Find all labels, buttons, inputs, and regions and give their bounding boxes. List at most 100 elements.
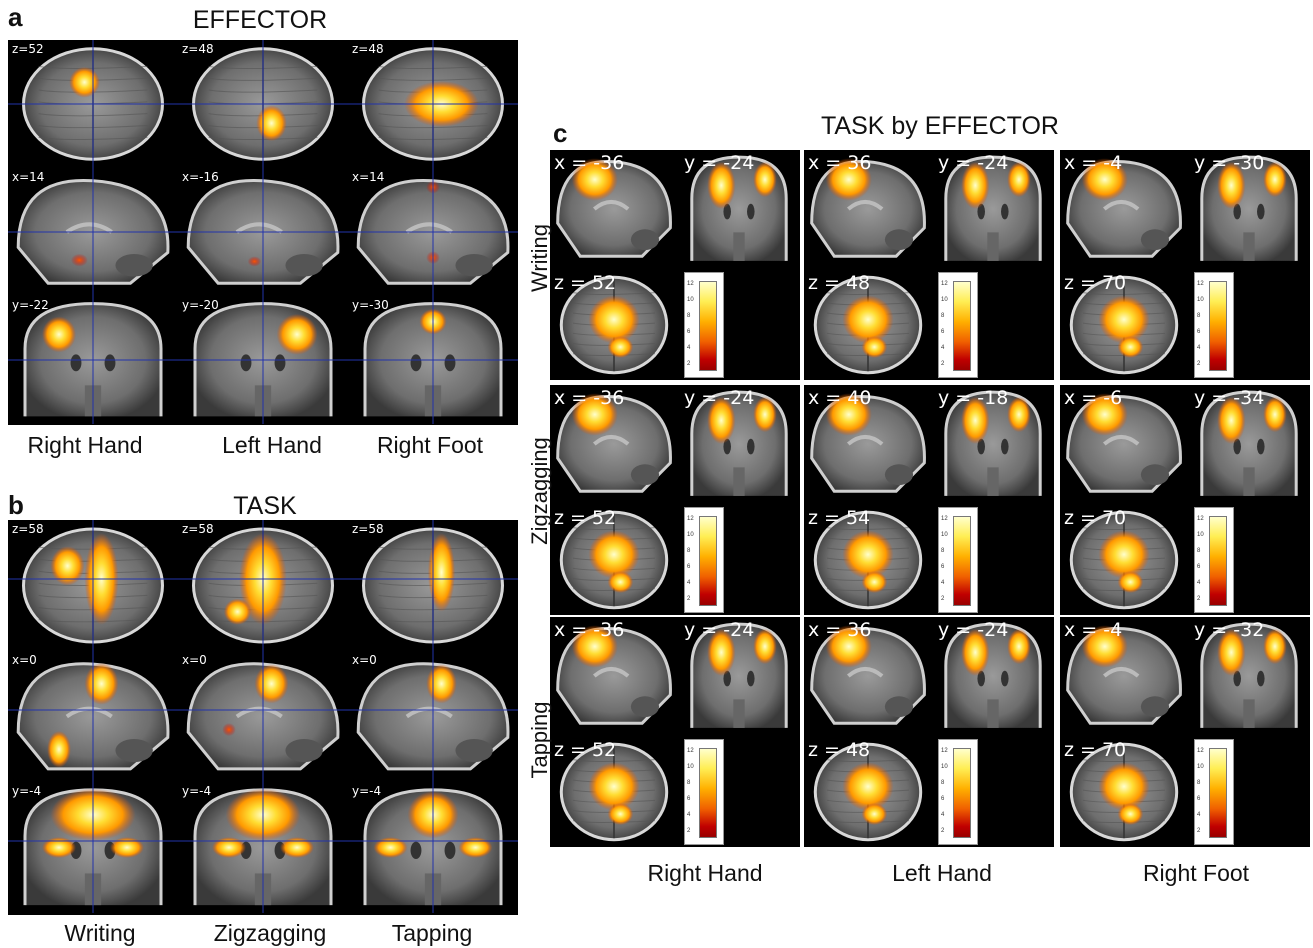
- colorbar-tick-label: 4: [941, 812, 945, 818]
- slice-coordinate-label: z = 52: [554, 272, 617, 294]
- coronal-brain-slice: [1200, 155, 1298, 261]
- brain-tile: z = 70: [1060, 505, 1188, 615]
- colorbar-tick-label: 10: [941, 532, 948, 538]
- colorbar-tick-label: 4: [1197, 812, 1201, 818]
- slice-coordinate-label: y = -32: [1194, 619, 1265, 641]
- colorbar: 12 10 8 6 4 2: [938, 739, 978, 845]
- brain-tile: x=-16: [178, 168, 348, 296]
- sagittal-brain-slice: [8, 168, 178, 296]
- brain-tile: y = -24: [934, 617, 1052, 735]
- sagittal-brain-slice: [1066, 393, 1182, 493]
- panel-a-letter: a: [8, 2, 23, 32]
- colorbar-tick-label: 6: [941, 329, 945, 335]
- brain-tile: y=-20: [178, 296, 348, 424]
- sagittal-brain-slice: [556, 393, 672, 493]
- brain-tile: x = -4: [1060, 617, 1188, 735]
- task-effector-cell: x = 36 y = -24 z = 48 12 10 8 6 4 2: [804, 150, 1054, 380]
- slice-coordinate-label: z = 52: [554, 507, 617, 529]
- axial-brain-slice: [178, 520, 348, 651]
- slice-coordinate-label: y = -24: [938, 619, 1009, 641]
- colorbar-tick-label: 12: [1197, 516, 1204, 522]
- slice-coordinate-label: y=-4: [182, 784, 212, 798]
- brain-tile: z = 54: [804, 505, 932, 615]
- colorbar-tick-label: 2: [687, 596, 691, 602]
- brain-tile: x = -36: [550, 385, 678, 503]
- colorbar: 12 10 8 6 4 2: [684, 272, 724, 378]
- task-effector-cell: x = -36 y = -24 z = 52 12 10 8 6 4 2: [550, 150, 800, 380]
- panel-a-column-right-foot: Right Foot: [376, 432, 484, 458]
- brain-tile: y = -32: [1190, 617, 1308, 735]
- panel-a-figure: z=52 z=48 z=48 x=14 x=-16 x=14 y=-22 y=-20 y=-30: [8, 40, 518, 425]
- coronal-brain-slice: [348, 296, 518, 424]
- axial-brain-slice: [559, 275, 669, 375]
- coronal-brain-slice: [8, 782, 178, 913]
- slice-coordinate-label: y=-30: [352, 298, 389, 312]
- brain-tile: z=58: [348, 520, 518, 651]
- colorbar-tick-label: 6: [941, 564, 945, 570]
- brain-tile: x=0: [8, 651, 178, 782]
- colorbar: 12 10 8 6 4 2: [1194, 507, 1234, 613]
- panel-c-row-writing: Writing: [527, 223, 552, 293]
- panel-a-column-right-hand: Right Hand: [27, 432, 143, 458]
- sagittal-brain-slice: [810, 625, 926, 725]
- colorbar: 12 10 8 6 4 2: [684, 507, 724, 613]
- panel-c-letter: c: [553, 118, 568, 148]
- slice-coordinate-label: z = 70: [1064, 507, 1127, 529]
- slice-coordinate-label: x=14: [352, 170, 385, 184]
- axial-brain-slice: [178, 40, 348, 168]
- axial-brain-slice: [8, 520, 178, 651]
- panel-c-title: TASK by EFFECTOR: [820, 112, 1059, 140]
- sagittal-brain-slice: [1066, 625, 1182, 725]
- colorbar-tick-label: 6: [1197, 564, 1201, 570]
- coronal-brain-slice: [1200, 390, 1298, 496]
- task-effector-cell: x = -36 y = -24 z = 52 12 10 8 6 4 2: [550, 617, 800, 847]
- colorbar-tick-label: 10: [941, 297, 948, 303]
- colorbar-tick-label: 2: [1197, 596, 1201, 602]
- brain-tile: z = 48: [804, 270, 932, 380]
- axial-brain-slice: [348, 40, 518, 168]
- colorbar-tick-label: 6: [687, 329, 691, 335]
- coronal-brain-slice: [944, 155, 1042, 261]
- brain-tile: x = -36: [550, 617, 678, 735]
- brain-tile: x=14: [8, 168, 178, 296]
- slice-coordinate-label: y = -18: [938, 387, 1009, 409]
- colorbar-tick-label: 10: [1197, 297, 1204, 303]
- colorbar-tick-label: 2: [941, 361, 945, 367]
- panel-c-row-tapping: Tapping: [527, 701, 552, 779]
- slice-coordinate-label: y = -24: [684, 152, 755, 174]
- coronal-brain-slice: [944, 622, 1042, 728]
- colorbar-tick-label: 4: [941, 580, 945, 586]
- colorbar-tick-label: 4: [941, 345, 945, 351]
- colorbar-gradient: [699, 516, 717, 606]
- slice-coordinate-label: y = -30: [1194, 152, 1265, 174]
- colorbar-tick-label: 10: [687, 297, 694, 303]
- colorbar-tick-label: 8: [941, 548, 945, 554]
- brain-tile: x = 36: [804, 617, 932, 735]
- panel-b-letter: b: [8, 490, 24, 520]
- colorbar-tick-label: 4: [687, 580, 691, 586]
- brain-tile: z=48: [178, 40, 348, 168]
- coronal-brain-slice: [8, 296, 178, 424]
- slice-coordinate-label: z=58: [352, 522, 384, 536]
- colorbar-tick-label: 12: [1197, 748, 1204, 754]
- brain-tile: z = 52: [550, 270, 678, 380]
- brain-tile: z = 70: [1060, 270, 1188, 380]
- slice-coordinate-label: z=58: [182, 522, 214, 536]
- colorbar-tick-label: 6: [1197, 329, 1201, 335]
- colorbar-tick-label: 10: [687, 532, 694, 538]
- slice-coordinate-label: y = -24: [684, 387, 755, 409]
- slice-coordinate-label: z = 54: [808, 507, 871, 529]
- slice-coordinate-label: y=-20: [182, 298, 219, 312]
- sagittal-brain-slice: [810, 393, 926, 493]
- brain-tile: y = -18: [934, 385, 1052, 503]
- brain-tile: y = -34: [1190, 385, 1308, 503]
- colorbar: 12 10 8 6 4 2: [938, 272, 978, 378]
- brain-tile: y=-30: [348, 296, 518, 424]
- slice-coordinate-label: x=0: [12, 653, 37, 667]
- slice-coordinate-label: y=-4: [12, 784, 42, 798]
- slice-coordinate-label: y = -24: [684, 619, 755, 641]
- slice-coordinate-label: z=52: [12, 42, 44, 56]
- axial-brain-slice: [8, 40, 178, 168]
- axial-brain-slice: [1069, 742, 1179, 842]
- colorbar-tick-label: 8: [1197, 548, 1201, 554]
